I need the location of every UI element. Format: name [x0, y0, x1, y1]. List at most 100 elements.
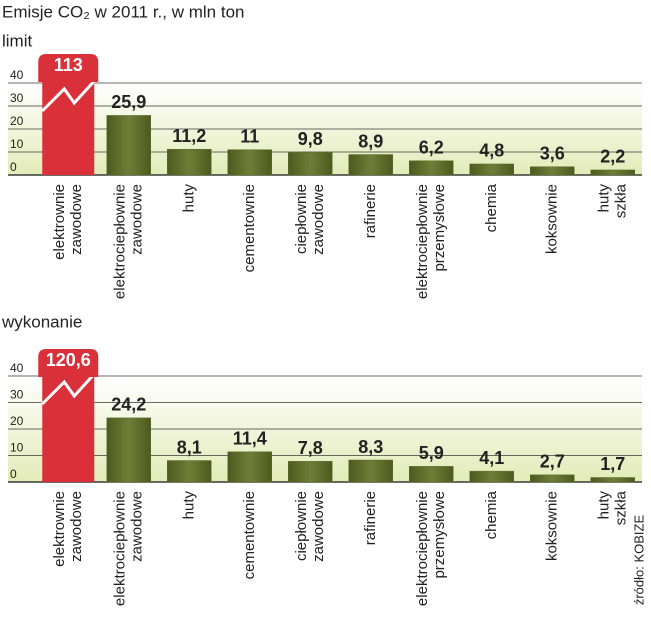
x-tick-label: elektrociepłownieprzemysłowe: [414, 184, 448, 299]
y-tick-label: 0: [10, 160, 17, 174]
bar: [590, 477, 635, 483]
value-label: 11,4: [233, 429, 267, 449]
axis-break: [41, 79, 96, 113]
bar: [227, 149, 272, 176]
x-tick-label: cementownie: [241, 184, 258, 272]
x-tick-label-line: elektrociepłownie: [111, 184, 128, 299]
value-label: 8,9: [358, 131, 383, 151]
bar: [409, 466, 454, 483]
value-label: 113: [54, 55, 83, 75]
x-tick-label-line: rafinerie: [362, 184, 379, 238]
x-tick-label-line: huty: [180, 491, 197, 520]
x-tick-label-line: przemysłowe: [431, 184, 448, 272]
x-tick-label-line: cementownie: [241, 491, 258, 579]
x-tick-label: hutyszkła: [595, 490, 629, 525]
x-tick-label: rafinerie: [362, 184, 379, 238]
x-tick-label-line: ciepłownie: [293, 491, 310, 561]
x-tick-label-line: elektrownie: [51, 184, 68, 260]
x-tick-label-line: zawodowe: [310, 184, 327, 255]
x-tick-label: ciepłowniezawodowe: [293, 184, 327, 255]
panel-title: wykonanie: [1, 312, 82, 331]
value-label: 5,9: [419, 443, 444, 463]
bar: [590, 169, 635, 176]
x-tick-label-line: koksownie: [543, 184, 560, 254]
y-tick-label: 10: [10, 137, 24, 151]
x-tick-label: koksownie: [543, 184, 560, 254]
title: Emisje CO₂ w 2011 r., w mln ton: [2, 2, 244, 21]
y-tick-label: 10: [10, 441, 24, 455]
bar: [530, 474, 575, 483]
y-tick-label: 0: [10, 467, 17, 481]
x-tick-label-line: koksownie: [543, 491, 560, 561]
bar: [167, 460, 212, 483]
x-tick-label-line: zawodowe: [128, 184, 145, 255]
x-tick-label-line: ciepłownie: [293, 184, 310, 254]
value-label: 11: [240, 126, 259, 146]
bar: [409, 160, 454, 176]
value-label: 7,8: [298, 438, 323, 458]
x-tick-label: elektrowniezawodowe: [51, 184, 85, 260]
x-tick-label-line: szkła: [612, 490, 629, 525]
value-label: 120,6: [46, 350, 91, 370]
y-tick-label: 40: [10, 361, 24, 375]
value-label: 11,2: [172, 126, 206, 146]
x-tick-label: hutyszkła: [595, 183, 629, 218]
x-tick-label: huty: [180, 184, 197, 213]
x-tick-label: cementownie: [241, 491, 258, 579]
value-label: 8,3: [358, 437, 383, 457]
axis-break: [41, 372, 96, 406]
bar: [288, 461, 333, 483]
x-tick-label-line: zawodowe: [68, 491, 85, 562]
x-tick-label: ciepłowniezawodowe: [293, 491, 327, 562]
source: źródło: KOBIZE: [631, 515, 646, 606]
bar: [469, 163, 514, 176]
value-label: 1,7: [600, 454, 625, 474]
x-tick-label-line: chemia: [483, 183, 500, 232]
x-tick-label: chemia: [483, 183, 500, 232]
x-tick-label: huty: [180, 491, 197, 520]
x-tick-label-line: elektrociepłownie: [111, 491, 128, 606]
x-tick-label: koksownie: [543, 491, 560, 561]
value-label: 8,1: [177, 437, 202, 457]
y-tick-label: 40: [10, 68, 24, 82]
x-tick-label-line: zawodowe: [68, 184, 85, 255]
x-tick-label-line: elektrociepłownie: [414, 491, 431, 606]
bar: [469, 470, 514, 483]
x-tick-label-line: chemia: [483, 490, 500, 539]
x-tick-label-line: zawodowe: [310, 491, 327, 562]
bar: [106, 417, 151, 483]
bar: [348, 154, 393, 176]
y-tick-label: 20: [10, 414, 24, 428]
value-label: 3,6: [540, 143, 565, 163]
x-tick-label: elektrociepłowniezawodowe: [111, 491, 145, 606]
x-tick-label: elektrowniezawodowe: [51, 491, 85, 567]
value-label: 4,1: [479, 448, 504, 468]
value-label: 25,9: [111, 92, 146, 112]
x-tick-label-line: zawodowe: [128, 491, 145, 562]
y-tick-label: 30: [10, 91, 24, 105]
bar: [106, 115, 151, 176]
bar: [167, 148, 212, 176]
x-tick-label-line: przemysłowe: [431, 491, 448, 579]
value-label: 2,2: [600, 147, 625, 167]
x-tick-label: elektrociepłowniezawodowe: [111, 184, 145, 299]
bar: [530, 166, 575, 176]
x-tick-label-line: cementownie: [241, 184, 258, 272]
y-tick-label: 30: [10, 388, 24, 402]
x-tick-label: elektrociepłownieprzemysłowe: [414, 491, 448, 606]
x-tick-label-line: elektrociepłownie: [414, 184, 431, 299]
x-tick-label-line: elektrownie: [51, 491, 68, 567]
x-tick-label-line: rafinerie: [362, 491, 379, 545]
value-label: 9,8: [298, 129, 323, 149]
value-label: 4,8: [479, 141, 504, 161]
value-label-box: [38, 349, 99, 377]
value-label: 24,2: [111, 395, 146, 415]
value-label: 6,2: [419, 137, 444, 157]
bar: [348, 459, 393, 483]
bar: [288, 152, 333, 176]
value-label: 2,7: [540, 452, 565, 472]
panel-title: limit: [2, 31, 32, 50]
bar: [227, 451, 272, 483]
x-tick-label-line: huty: [180, 184, 197, 213]
